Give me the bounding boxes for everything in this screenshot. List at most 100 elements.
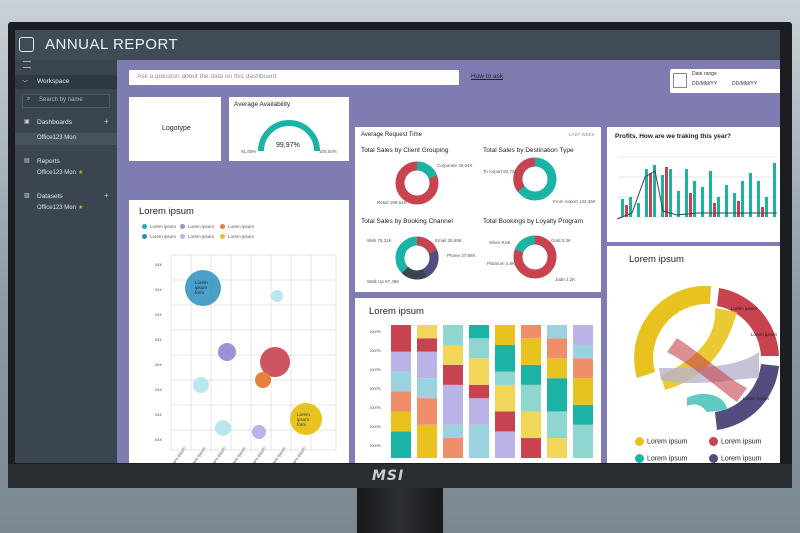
stacked-bar-segment <box>495 344 515 372</box>
stacked-bar-segment <box>547 378 567 412</box>
date-to[interactable]: DD/MM/YY <box>732 81 757 87</box>
chord-arc-label: Lorem ipsum <box>751 332 778 337</box>
donut-label: Phone 37,88K <box>447 253 476 258</box>
monitor-chin <box>8 464 792 488</box>
sidebar-item-workspace[interactable]: ﹀ Workspace <box>15 75 117 89</box>
stacked-bar-segment <box>391 371 411 392</box>
monitor-stand <box>357 488 443 533</box>
search-input[interactable]: ⌕ Search by name <box>22 94 110 108</box>
report-icon: ▤ <box>24 158 30 164</box>
hamburger-icon[interactable] <box>23 61 31 68</box>
sidebar-subitem-dataset[interactable]: Office123 Mon ★ <box>15 203 117 215</box>
add-icon[interactable]: + <box>104 117 109 126</box>
stacked-bar-segment <box>391 351 411 372</box>
chord-arc-label: Lorem ipsum <box>743 396 770 401</box>
sidebar-subitem-dashboard[interactable]: Office123 Mon <box>15 133 117 145</box>
logotype-label: Logotype <box>162 125 191 132</box>
date-range-label: Date range <box>692 71 717 77</box>
app-menu-icon[interactable] <box>19 37 34 52</box>
availability-card: Average Availability 99,97% 91,60% 100,0… <box>229 97 349 161</box>
titlebar: ANNUAL REPORT <box>15 30 780 60</box>
x-tick: Lorem ipsum form <box>391 462 413 463</box>
stacked-bar-segment <box>443 384 463 425</box>
chord-chart-card: Lorem ipsum Lorem ipsum Lorem ipsum Lore… <box>607 246 780 463</box>
donut-label: Walk Up 67,48K <box>367 279 400 284</box>
donut-label: Platinum 4,8K <box>487 261 516 266</box>
period-label: LAST WEEK <box>569 132 595 137</box>
legend-item: Lorem ipsum <box>180 234 214 240</box>
stacked-chart-card: Lorem ipsum xxx% xxx% xxx% xxx% xxx% xxx% x… <box>355 298 601 463</box>
search-placeholder: Search by name <box>39 97 83 103</box>
sidebar-item-reports[interactable]: ▤ Reports <box>15 156 117 168</box>
donut-title: Total Sales by Client Grouping <box>361 147 449 154</box>
stacked-bar-segment <box>495 384 515 412</box>
stacked-bar-segment <box>495 431 515 458</box>
legend-item: Lorem ipsum <box>709 437 780 446</box>
add-icon[interactable]: + <box>104 191 109 200</box>
x-tick: Lorem ipsum form <box>547 462 569 463</box>
stacked-bar-segment <box>521 325 541 339</box>
availability-max: 100,00% <box>319 149 337 154</box>
stacked-bar-segment <box>417 351 437 379</box>
donut-label: Web 75,31K <box>367 238 392 243</box>
ask-input[interactable]: Ask a question about the data on this da… <box>129 70 459 85</box>
stacked-bar-segment <box>521 384 541 412</box>
stacked-bar-segment <box>417 398 437 425</box>
stacked-bar-segment <box>573 404 593 425</box>
stacked-bar-segment <box>469 358 489 385</box>
stacked-bar-segment <box>573 344 593 359</box>
x-tick: Lorem ipsum form <box>443 462 465 463</box>
stacked-bar-segment <box>495 325 515 345</box>
stacked-bar-segment <box>391 431 411 458</box>
sidebar-item-label: Reports <box>37 158 60 165</box>
sidebar-item-label: Dashboards <box>37 119 73 126</box>
stacked-bar-segment <box>573 358 593 379</box>
stacked-bar-segment <box>547 338 567 359</box>
star-icon: ★ <box>78 205 84 211</box>
date-from[interactable]: DD/MM/YY <box>692 81 717 87</box>
stacked-bar-segment <box>547 411 567 439</box>
legend-item: Lorem ipsum <box>142 224 176 230</box>
stacked-bar-segment <box>573 325 593 345</box>
donut-label: Jade 2,2K <box>555 277 576 282</box>
stacked-bar-segment <box>391 325 411 352</box>
screen: ANNUAL REPORT ﹀ Workspace ⌕ Search by na… <box>15 30 780 463</box>
sidebar-item-label: Workspace <box>37 78 70 85</box>
x-tick: Lorem ipsum form <box>573 462 595 463</box>
bubble-label: Lorem ipsum form <box>297 412 310 427</box>
stacked-bar-segment <box>547 358 567 379</box>
x-tick: Lorem ipsum form <box>495 462 517 463</box>
availability-value: 99,97% <box>276 142 300 149</box>
bubble-chart-title: Lorem ipsum <box>139 206 194 217</box>
stacked-bar-segment <box>417 338 437 352</box>
stacked-bar-segment <box>521 438 541 458</box>
availability-gauge <box>258 120 320 152</box>
sidebar-item-dashboards[interactable]: ▣ Dashboards + <box>15 117 117 129</box>
stacked-bar-segment <box>443 438 463 458</box>
how-to-ask-link[interactable]: How to ask <box>471 73 504 80</box>
stacked-bar-segment <box>443 424 463 439</box>
stacked-bar-segment <box>521 338 541 365</box>
bubble-chart <box>170 254 337 451</box>
sidebar-item-datasets[interactable]: ▥ Datasets + <box>15 191 117 203</box>
stacked-bar-segment <box>469 338 489 359</box>
stacked-bar-segment <box>469 325 489 339</box>
stacked-bar-segment <box>391 391 411 412</box>
donut-label: Retail 198,61K <box>377 200 407 205</box>
stacked-bar-segment <box>495 411 515 432</box>
legend-item: Lorem ipsum <box>142 234 176 240</box>
stacked-y-axis: xxx%xxx% xxx%xxx% xxx%xxx% xxx%xxx% <box>370 329 381 463</box>
date-range-picker[interactable]: Date range DD/MM/YY DD/MM/YY <box>670 69 780 93</box>
chord-arc-label: Lorem ipsum <box>731 306 758 311</box>
donut-title: Total Sales by Destination Type <box>483 147 574 154</box>
x-tick: Lorem ipsum form <box>521 462 543 463</box>
sidebar-subitem-report[interactable]: Office123 Mon ★ <box>15 168 117 180</box>
profits-title: Profits. How are we traking this year? <box>615 133 731 140</box>
dataset-icon: ▥ <box>24 193 30 199</box>
bubble-label: Lorem ipsum form <box>195 280 208 295</box>
stacked-bar-chart <box>391 325 593 458</box>
donut-charts <box>395 157 557 280</box>
stacked-bar-segment <box>547 325 567 339</box>
sidebar-item-label: Office123 Mon <box>37 205 76 211</box>
x-tick: Lorem ipsum form <box>469 462 491 463</box>
